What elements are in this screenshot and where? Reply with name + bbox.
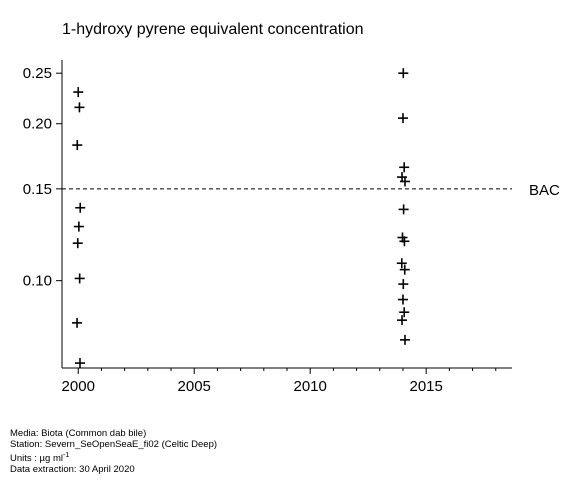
data-point: [399, 176, 410, 187]
data-point: [399, 236, 410, 247]
y-tick-label: 0.10: [23, 273, 52, 290]
data-point: [399, 307, 410, 318]
station-text: Station: Severn_SeOpenSeaE_fi02 (Celtic …: [10, 439, 218, 450]
y-tick-label: 0.20: [23, 116, 52, 133]
bac-label: BAC: [529, 182, 560, 199]
extraction-text: Data extraction: 30 April 2020: [10, 464, 135, 476]
data-point: [74, 358, 85, 369]
data-point: [396, 258, 407, 269]
y-tick-label: 0.25: [23, 65, 52, 82]
data-point: [398, 279, 409, 290]
data-point: [398, 68, 409, 79]
x-tick-label: 2000: [62, 378, 95, 395]
x-tick-label: 2015: [409, 378, 442, 395]
y-tick-label: 0.15: [23, 181, 52, 198]
x-tick-label: 2010: [294, 378, 327, 395]
data-point: [397, 315, 408, 326]
data-point: [75, 202, 86, 213]
units-exponent: -1: [62, 452, 70, 459]
data-point: [72, 140, 83, 151]
plot-area: 0.10 0.15 0.20 0.25 2000 2005 2010 2015 BAC: [23, 60, 560, 395]
data-point: [399, 162, 410, 173]
data-point: [397, 294, 408, 305]
data-point: [399, 264, 410, 275]
data-point: [399, 334, 410, 345]
data-point: [73, 221, 84, 232]
metadata-footer: Media: Biota (Common dab bile) Station: …: [10, 428, 217, 475]
data-point: [74, 102, 85, 113]
data-point: [397, 113, 408, 124]
units-prefix: Units : µg ml: [10, 453, 63, 465]
media-text: Media: Biota (Common dab bile): [10, 428, 147, 439]
data-point: [74, 273, 85, 284]
chart-title: 1-hydroxy pyrene equivalent concentratio…: [62, 21, 364, 38]
units-text: Units : µg ml-1: [10, 450, 217, 464]
data-point: [73, 87, 84, 98]
x-tick-label: 2005: [178, 378, 211, 395]
data-point: [398, 204, 409, 215]
data-point: [72, 317, 83, 328]
data-point: [72, 238, 83, 249]
